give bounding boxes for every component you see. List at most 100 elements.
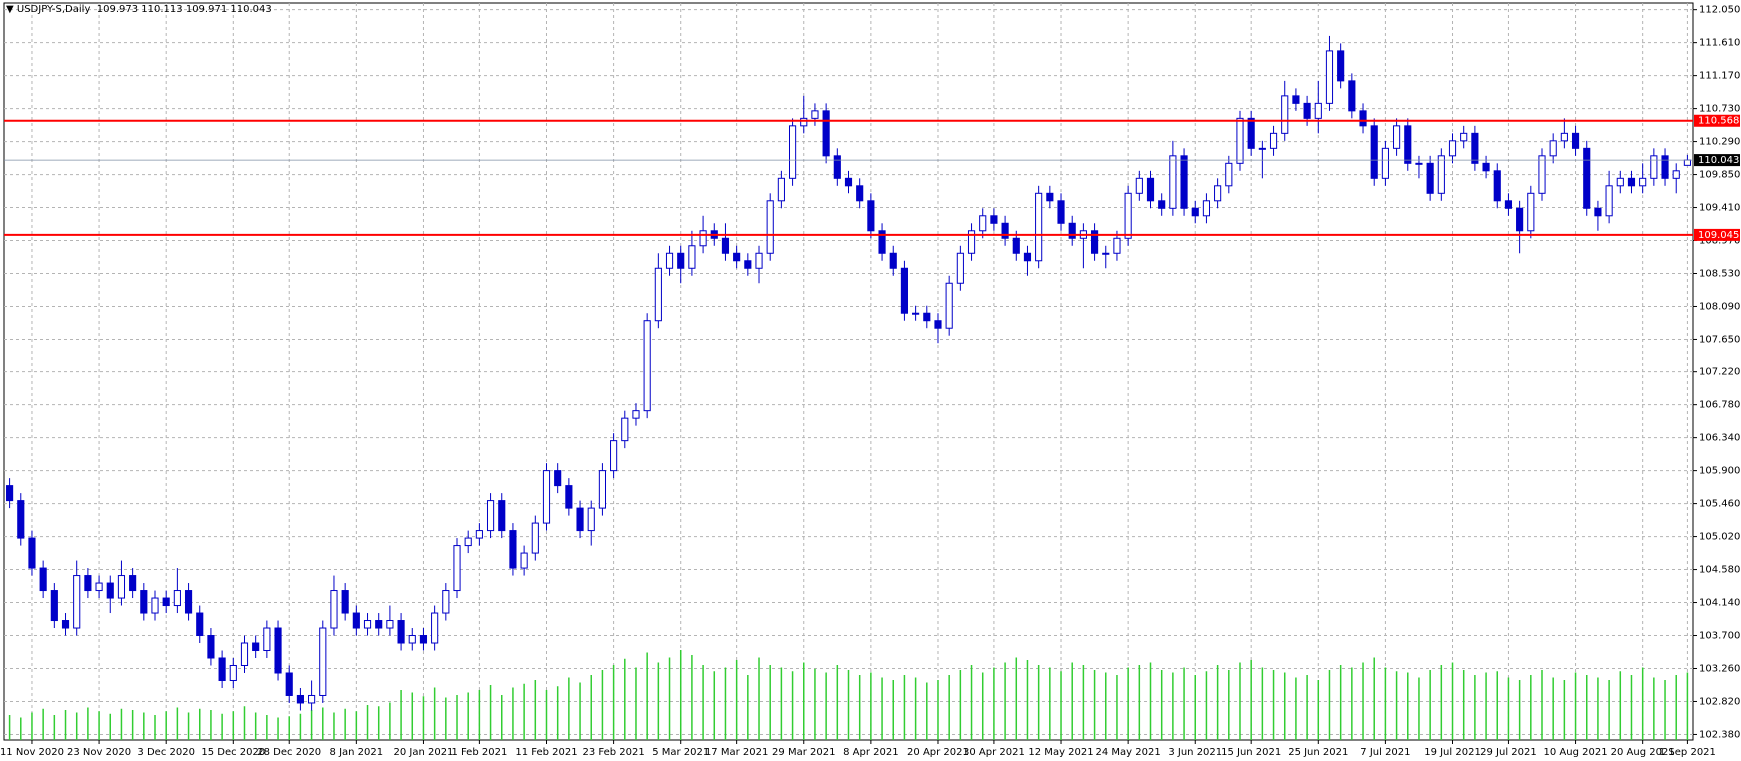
candle-body <box>1348 80 1356 112</box>
candle-body <box>654 267 662 322</box>
candle-body <box>912 312 920 315</box>
candle-body <box>1683 159 1691 166</box>
candle-body <box>1191 207 1199 217</box>
y-tick-label: 111.170 <box>1699 71 1740 82</box>
candle-body <box>788 125 797 179</box>
candle-body <box>1102 252 1110 255</box>
y-tick-label: 109.410 <box>1699 203 1740 214</box>
candle-body <box>956 252 964 284</box>
candle-body <box>1035 192 1043 262</box>
candle-body <box>1426 162 1434 194</box>
candle-body <box>1303 102 1311 119</box>
candle-body <box>1616 177 1624 187</box>
candle-body <box>263 627 271 652</box>
candle-body <box>1236 117 1244 164</box>
x-tick-label: 11 Feb 2021 <box>515 747 577 758</box>
candle-body <box>1068 222 1076 239</box>
candle-body <box>1180 155 1188 209</box>
candle-body <box>397 620 405 644</box>
candle-body <box>1292 95 1300 104</box>
candle-body <box>610 440 618 472</box>
candle-body <box>811 110 819 119</box>
candle-body <box>721 237 730 254</box>
candle-body <box>252 642 260 652</box>
candle-body <box>95 582 103 592</box>
candle-body <box>196 612 204 637</box>
candle-body <box>677 252 685 269</box>
candle-body <box>531 522 539 554</box>
candle-body <box>979 215 987 232</box>
y-tick-label: 111.610 <box>1699 38 1740 49</box>
last-low: 109.971 <box>185 4 228 15</box>
candle-body <box>274 627 282 674</box>
x-tick-label: 1 Feb 2021 <box>451 747 507 758</box>
x-tick-label: 23 Nov 2020 <box>67 747 131 758</box>
candle-body <box>1258 147 1266 150</box>
candle-body <box>28 537 36 569</box>
candle-body <box>1571 132 1580 149</box>
candle-body <box>1650 155 1658 179</box>
candle-body <box>486 500 495 532</box>
y-tick-label: 105.900 <box>1699 466 1740 477</box>
candle-body <box>878 230 886 254</box>
x-tick-label: 29 Jul 2021 <box>1480 747 1537 758</box>
candle-body <box>867 200 875 232</box>
candle-body <box>1001 222 1009 239</box>
candle-body <box>140 590 148 614</box>
candle-body <box>442 590 450 614</box>
candle-body <box>688 245 696 269</box>
level-box <box>1694 228 1740 241</box>
x-tick-label: 29 Mar 2021 <box>772 747 835 758</box>
candle-body <box>934 320 942 329</box>
y-tick-label: 103.700 <box>1699 631 1740 642</box>
candle-body <box>1583 147 1591 209</box>
y-tick-label: 110.290 <box>1699 137 1740 148</box>
y-tick-label: 112.050 <box>1699 5 1740 16</box>
last-price-label: 110.043 <box>1698 155 1739 166</box>
level-box <box>1694 114 1740 127</box>
candle-body <box>1214 185 1222 202</box>
candle-body <box>1393 125 1401 149</box>
candle-body <box>844 177 853 187</box>
candle-body <box>61 620 70 629</box>
x-tick-label: 20 Aug 2021 <box>1611 747 1675 758</box>
candle-body <box>632 410 640 419</box>
y-tick-label: 104.580 <box>1699 565 1740 576</box>
x-tick-label: 12 May 2021 <box>1028 747 1093 758</box>
candle-body <box>240 642 249 666</box>
candle-body <box>229 664 237 681</box>
candle-body <box>453 545 461 592</box>
candle-body <box>1158 200 1166 209</box>
candle-body <box>1516 207 1524 232</box>
candle-body <box>990 215 998 224</box>
candle-body <box>319 627 327 696</box>
candle-body <box>341 590 349 614</box>
candle-body <box>475 530 483 539</box>
x-tick-label: 7 Jul 2021 <box>1360 747 1410 758</box>
candle-body <box>39 567 47 592</box>
candle-body <box>1169 155 1177 209</box>
y-tick-label: 108.090 <box>1699 301 1740 312</box>
candle-body <box>1113 237 1121 254</box>
candle-body <box>967 230 976 254</box>
x-tick-label: 11 Nov 2020 <box>0 747 64 758</box>
x-tick-label: 1 Sep 2021 <box>1659 747 1716 758</box>
candle-body <box>1359 110 1367 127</box>
candle-body <box>363 620 372 629</box>
candle-body <box>498 500 506 532</box>
candle-body <box>117 575 126 599</box>
y-tick-label: 104.140 <box>1699 598 1740 609</box>
symbol: USDJPY-S,Daily <box>16 4 91 15</box>
candle-body <box>308 694 316 704</box>
x-tick-label: 19 Jul 2021 <box>1424 747 1481 758</box>
candle-body <box>6 485 14 502</box>
x-tick-label: 28 Dec 2020 <box>257 747 321 758</box>
candle-body <box>1493 170 1501 202</box>
candle-body <box>554 470 562 487</box>
level-label: 110.568 <box>1698 116 1739 127</box>
candle-body <box>1504 200 1513 209</box>
y-tick-label: 106.780 <box>1699 400 1740 411</box>
last-close: 110.043 <box>230 4 272 15</box>
candle-body <box>1448 140 1457 157</box>
